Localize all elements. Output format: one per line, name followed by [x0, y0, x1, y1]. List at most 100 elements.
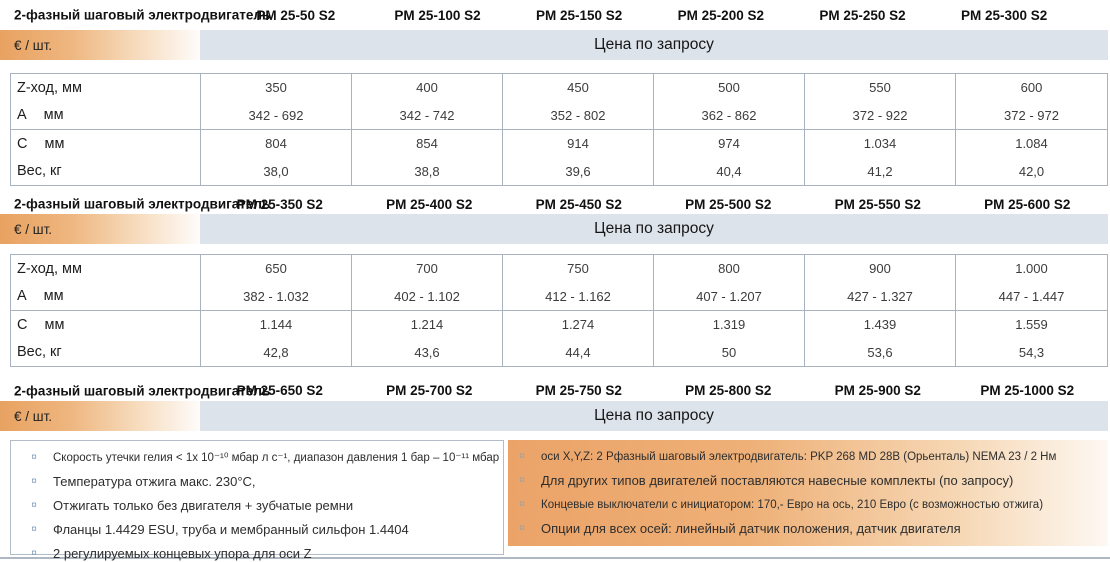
- spec-value-cell: 342 - 692: [201, 101, 352, 129]
- bullet-icon: ¤: [31, 452, 37, 463]
- note-text: Фланцы 1.4429 ESU, труба и мембранный си…: [53, 522, 409, 537]
- note-item: ¤ Концевые выключатели с инициатором: 170…: [508, 493, 1108, 517]
- spec-row-label: Z-ход, мм: [11, 74, 201, 102]
- spec-value-cell: 447 - 1.447: [998, 288, 1065, 304]
- note-text: Для других типов двигателей поставляются…: [541, 473, 1014, 488]
- bullet-icon: ¤: [519, 475, 525, 486]
- note-text: Температура отжига макс. 230°C,: [53, 474, 256, 489]
- note-item: ¤ Отжигать только без двигателя + зубчаты…: [11, 494, 503, 518]
- spec-row: Z-ход, мм 350 400 450 500 550 600: [11, 74, 1107, 102]
- spec-value-cell: 700: [352, 255, 503, 283]
- price-unit-label: € / шт.: [0, 214, 200, 244]
- spec-value-cell: 900: [805, 255, 956, 283]
- spec-row-unit: мм: [43, 288, 64, 305]
- spec-value-cell: 450: [503, 74, 654, 102]
- spec-value-cell: 1.559: [1015, 317, 1048, 333]
- bullet-icon: ¤: [31, 548, 37, 559]
- spec-value-cell: 41,2: [805, 157, 956, 185]
- section-product-type-label: 2-фазный шаговый электродвигатель: [14, 383, 271, 398]
- model-name-header: PM 25-500 S2: [685, 196, 772, 212]
- note-item: ¤ оси X,Y,Z: 2 Рфазный шаговый электродви…: [508, 445, 1108, 469]
- spec-value-cell: 427 - 1.327: [805, 282, 956, 310]
- model-name-header: PM 25-250 S2: [819, 7, 906, 23]
- note-text: Скорость утечки гелия < 1x 10⁻¹⁰ мбар л …: [53, 452, 500, 464]
- notes-row: ¤ Скорость утечки гелия < 1x 10⁻¹⁰ мбар л…: [10, 440, 1108, 561]
- spec-value-cell: 854: [352, 130, 503, 158]
- price-on-request-label: Цена по запросу: [200, 214, 1108, 244]
- spec-value-cell: 800: [654, 255, 805, 283]
- spec-value-cell: 550: [805, 74, 956, 102]
- spec-value-cell: 372 - 922: [805, 101, 956, 129]
- spec-row-unit: мм: [44, 316, 65, 333]
- bullet-icon: ¤: [519, 499, 525, 510]
- spec-value-cell: 974: [654, 130, 805, 158]
- spec-value-cell: 350: [201, 74, 352, 102]
- spec-value-cell: 43,6: [352, 338, 503, 366]
- spec-value-cell: 50: [654, 338, 805, 366]
- spec-value-cell: 362 - 862: [654, 101, 805, 129]
- spec-value-cell: 1.439: [805, 311, 956, 339]
- spec-value-cell: 1.000: [1015, 261, 1048, 277]
- spec-value-cell: 54,3: [1018, 344, 1045, 360]
- section-1-price-band: € / шт. Цена по запросу: [0, 30, 1108, 60]
- spec-value-cell: 372 - 972: [1004, 107, 1059, 123]
- note-item: ¤ Для других типов двигателей поставляютс…: [508, 469, 1108, 493]
- notes-left-panel: ¤ Скорость утечки гелия < 1x 10⁻¹⁰ мбар л…: [10, 440, 504, 561]
- spec-value-cell: 407 - 1.207: [654, 282, 805, 310]
- spec-row-unit: мм: [43, 107, 64, 124]
- spec-value-cell: 1.319: [654, 311, 805, 339]
- section-1-header: 2-фазный шаговый электродвигатель PM 25-…: [0, 0, 1110, 30]
- price-unit-label: € / шт.: [0, 401, 200, 431]
- spec-value-cell: 914: [503, 130, 654, 158]
- spec-value-cell: 38,8: [352, 157, 503, 185]
- price-unit-label: € / шт.: [0, 30, 200, 60]
- spec-value-cell: 400: [352, 74, 503, 102]
- bottom-divider: [0, 557, 1110, 559]
- model-name-header: PM 25-450 S2: [535, 196, 622, 212]
- section-product-type-label: 2-фазный шаговый электродвигатель: [14, 196, 271, 212]
- model-name-header: PM 25-600 S2: [984, 196, 1071, 212]
- spec-value-cell: 500: [654, 74, 805, 102]
- model-header-row: PM 25-350 S2 PM 25-400 S2 PM 25-450 S2 PM 2…: [205, 194, 1102, 214]
- note-text: оси X,Y,Z: 2 Рфазный шаговый электродвиг…: [541, 451, 1057, 463]
- model-name-header: PM 25-700 S2: [386, 383, 473, 398]
- spec-row: Вес, кг 38,0 38,8 39,6 40,4 41,2 42,0: [11, 157, 1107, 185]
- model-name-header: PM 25-100 S2: [394, 7, 481, 23]
- spec-value-cell: 38,0: [201, 157, 352, 185]
- spec-value-cell: 1.214: [352, 311, 503, 339]
- note-item: ¤ Температура отжига макс. 230°C,: [11, 470, 503, 494]
- spec-value-cell: 40,4: [654, 157, 805, 185]
- spec-value-cell: 804: [201, 130, 352, 158]
- note-item: ¤ Фланцы 1.4429 ESU, труба и мембранный с…: [11, 518, 503, 542]
- model-name-header: PM 25-350 S2: [236, 196, 323, 212]
- spec-value-cell: 600: [1020, 80, 1043, 96]
- bullet-icon: ¤: [31, 476, 37, 487]
- model-name-header: PM 25-1000 S2: [980, 383, 1075, 398]
- price-on-request-label: Цена по запросу: [200, 30, 1108, 60]
- section-3-price-band: € / шт. Цена по запросу: [0, 401, 1108, 431]
- spec-value-cell: 750: [503, 255, 654, 283]
- model-name-header: PM 25-50 S2: [256, 7, 336, 23]
- note-item: ¤ Скорость утечки гелия < 1x 10⁻¹⁰ мбар л…: [11, 446, 503, 470]
- spec-value-cell: 1.274: [503, 311, 654, 339]
- section-3-header: 2-фазный шаговый электродвигатель PM 25-…: [0, 380, 1110, 401]
- bullet-icon: ¤: [519, 451, 525, 462]
- model-name-header: PM 25-200 S2: [677, 7, 764, 23]
- model-name-header: PM 25-400 S2: [386, 196, 473, 212]
- spec-value-cell: 382 - 1.032: [201, 282, 352, 310]
- note-text: Отжигать только без двигателя + зубчатые…: [53, 498, 354, 513]
- model-name-header: PM 25-150 S2: [536, 7, 623, 23]
- spec-value-cell: 1.144: [201, 311, 352, 339]
- note-text: Концевые выключатели с инициатором: 170,…: [541, 499, 1044, 511]
- model-header-row: PM 25-650 S2 PM 25-700 S2 PM 25-750 S2 PM 2…: [205, 380, 1102, 401]
- note-item: ¤ 2 регулируемых концевых упора для оси Z: [11, 542, 503, 562]
- price-on-request-label: Цена по запросу: [200, 401, 1108, 431]
- spec-value-cell: 42,0: [1018, 163, 1045, 179]
